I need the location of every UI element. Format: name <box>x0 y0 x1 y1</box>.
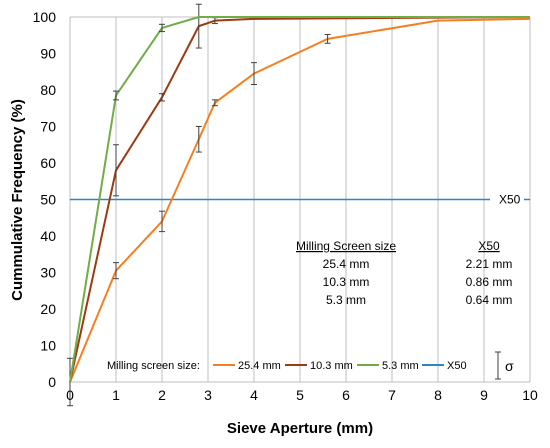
y-axis-title: Cummulative Frequency (%) <box>9 99 26 301</box>
error-bar <box>159 23 165 33</box>
legend-label-5-3: 5.3 mm <box>382 360 419 372</box>
y-tick-label: 0 <box>48 374 56 390</box>
y-tick-label: 100 <box>33 9 57 25</box>
y-tick-label: 20 <box>40 301 56 317</box>
error-bar <box>324 34 331 44</box>
table-row-x50: 2.21 mm <box>466 257 513 271</box>
x-tick-label: 0 <box>66 387 74 403</box>
legend-label-10-3: 10.3 mm <box>310 360 353 372</box>
y-tick-label: 90 <box>40 46 56 62</box>
error-bar <box>211 99 218 107</box>
legend-sigma-label: σ <box>505 358 514 374</box>
legend-title: Milling screen size: <box>107 360 200 372</box>
x-tick-label: 4 <box>250 387 258 403</box>
x-axis-title: Sieve Aperture (mm) <box>227 420 373 437</box>
y-tick-label: 10 <box>40 338 56 354</box>
y-tick-label: 50 <box>40 192 56 208</box>
x50-reference-label: X50 <box>499 193 521 207</box>
x-tick-label: 9 <box>480 387 488 403</box>
y-tick-label: 40 <box>40 228 56 244</box>
table-header-screen-size: Milling Screen size <box>296 239 396 253</box>
error-bar <box>113 144 119 197</box>
table-row-x50: 0.86 mm <box>466 275 513 289</box>
x-tick-label: 3 <box>204 387 212 403</box>
x-tick-label: 6 <box>342 387 350 403</box>
error-bar <box>113 262 119 280</box>
table-row-size: 25.4 mm <box>323 257 370 271</box>
error-bar <box>195 3 202 49</box>
y-tick-label: 60 <box>40 155 56 171</box>
table-header-x50: X50 <box>478 239 500 253</box>
x-tick-label: 10 <box>522 387 538 403</box>
legend: Milling screen size: 25.4 mm 10.3 mm 5.3… <box>107 351 514 380</box>
y-tick-label: 30 <box>40 265 56 281</box>
error-bar <box>195 126 202 153</box>
table-row-size: 10.3 mm <box>323 275 370 289</box>
reference-line-layer: X50 <box>70 193 530 207</box>
error-bar <box>251 62 257 86</box>
x-tick-label: 1 <box>112 387 120 403</box>
table-row-x50: 0.64 mm <box>466 293 513 307</box>
y-tick-label: 70 <box>40 119 56 135</box>
x-tick-label: 8 <box>434 387 442 403</box>
sigma-error-bar-icon <box>495 351 501 380</box>
x-tick-label: 2 <box>158 387 166 403</box>
x-tick-label: 7 <box>388 387 396 403</box>
x50-summary-table: Milling Screen size X50 25.4 mm 2.21 mm … <box>296 239 512 307</box>
legend-label-x50: X50 <box>447 360 467 372</box>
x-tick-label: 5 <box>296 387 304 403</box>
series-layer <box>67 3 531 407</box>
error-bar <box>159 210 165 233</box>
y-tick-label: 80 <box>40 82 56 98</box>
table-row-size: 5.3 mm <box>326 293 366 307</box>
error-bar <box>159 93 165 102</box>
error-bar <box>113 90 119 101</box>
legend-label-25-4: 25.4 mm <box>238 360 281 372</box>
